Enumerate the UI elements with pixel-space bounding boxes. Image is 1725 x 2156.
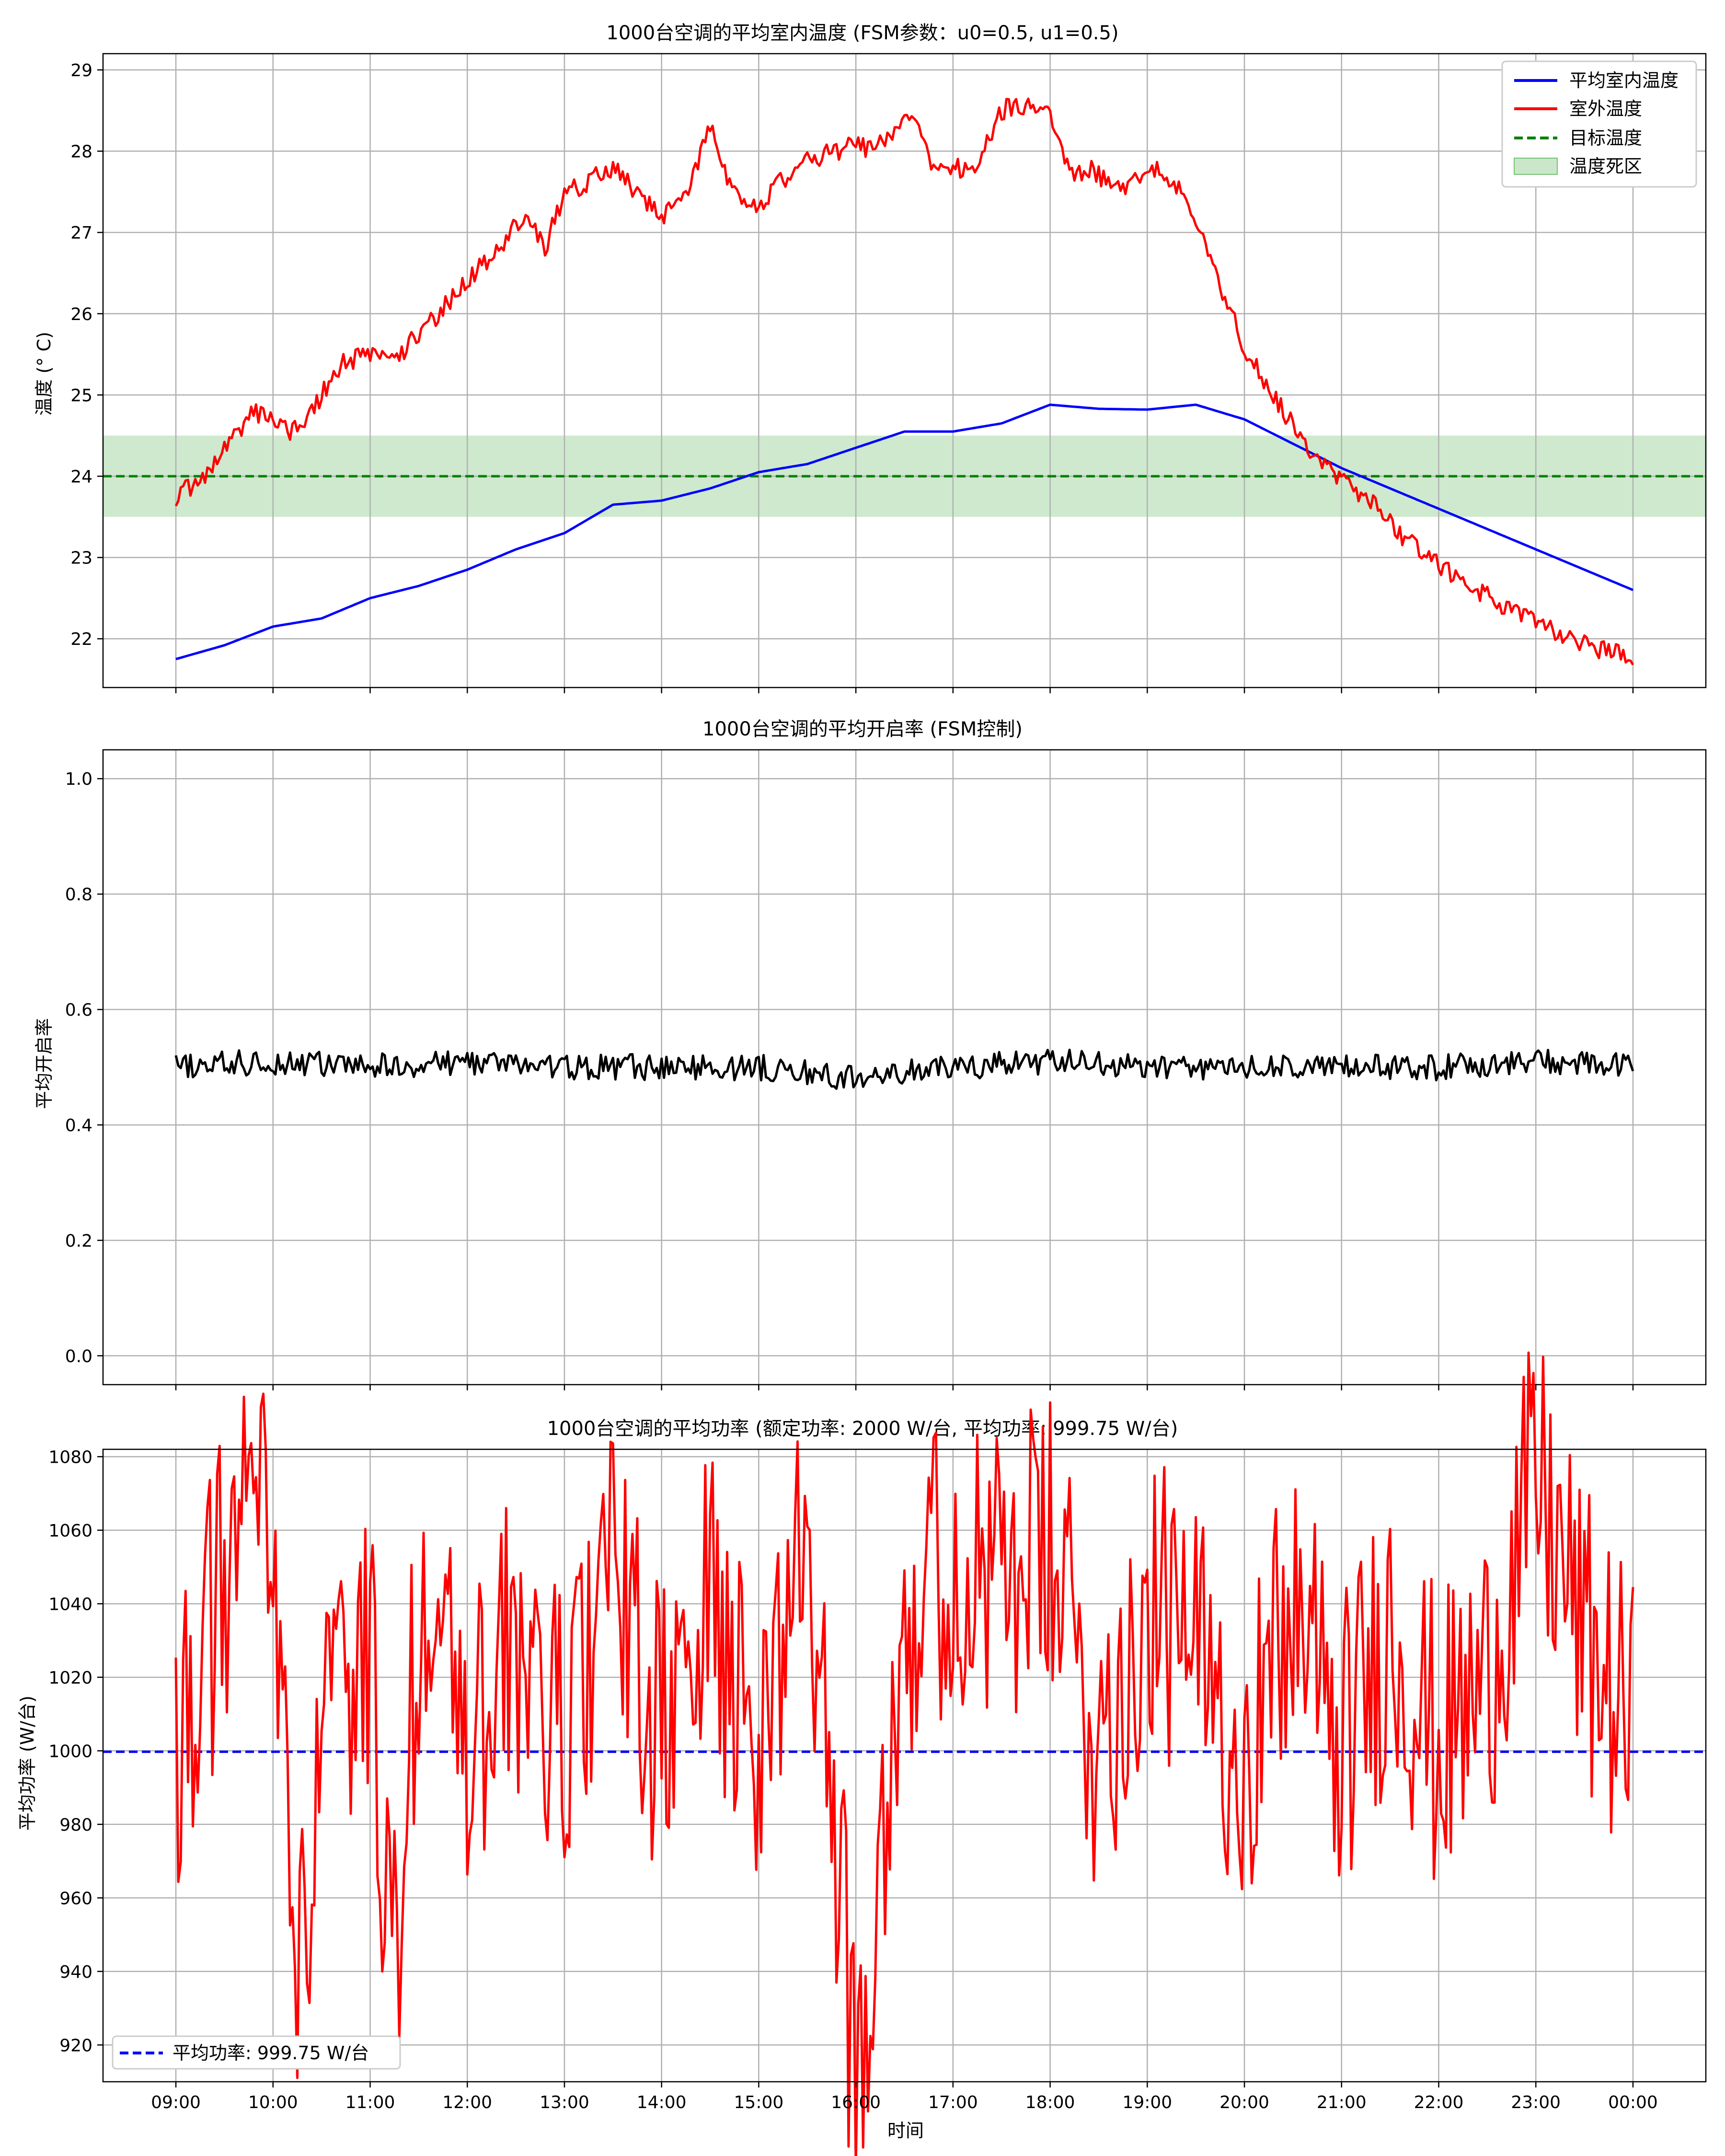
- series-line-primary: [174, 1048, 1634, 1090]
- y-tick-label: 0.4: [65, 1116, 92, 1135]
- y-tick-label: 1060: [48, 1521, 92, 1541]
- chart-panel-on-rate: 1000台空调的平均开启率 (FSM控制) 平均开启率 0.0 0.2 0.4 0.6…: [34, 718, 1707, 1390]
- legend-label-indoor: 平均室内温度: [1569, 70, 1679, 91]
- legend-label-target: 目标温度: [1569, 127, 1642, 149]
- legend-label-mean-power: 平均功率: 999.75 W/台: [172, 2042, 369, 2064]
- y-tick-label: 920: [59, 2036, 92, 2055]
- legend-power: 平均功率: 999.75 W/台: [112, 2035, 401, 2070]
- plot-area-power: 920 940 960 980 1000 1020 1040 1060 1080 09:00 10:…: [48, 1351, 1707, 2156]
- legend-frame: [1501, 60, 1697, 188]
- y-tick-label: 0.2: [65, 1231, 92, 1251]
- x-tick-label: 13:00: [540, 2093, 589, 2112]
- x-tick-label: 10:00: [248, 2093, 298, 2112]
- series-line-secondary: [174, 97, 1634, 665]
- y-tick-label: 29: [70, 61, 92, 80]
- plot-area-temperature: 22 23 24 25 26 27 28 29: [70, 53, 1707, 693]
- x-tick-label: 21:00: [1317, 2093, 1367, 2112]
- y-tick-label: 26: [70, 305, 92, 324]
- y-tick-label: 0.0: [65, 1347, 92, 1366]
- x-tick-label: 12:00: [442, 2093, 492, 2112]
- x-tick-label: 20:00: [1219, 2093, 1269, 2112]
- y-tick-label: 22: [70, 630, 92, 649]
- x-tick-label: 19:00: [1122, 2093, 1172, 2112]
- y-tick-label: 0.6: [65, 1000, 92, 1020]
- legend-label-outdoor: 室外温度: [1569, 98, 1642, 119]
- y-tick-label: 1.0: [65, 769, 92, 789]
- series-line-primary: [174, 1351, 1634, 2156]
- chart-title-on-rate: 1000台空调的平均开启率 (FSM控制): [702, 718, 1023, 740]
- y-tick-label: 25: [70, 386, 92, 405]
- y-axis-label-temperature: 温度 (° C): [34, 332, 55, 415]
- y-tick-label: 1020: [48, 1668, 92, 1688]
- x-tick-label: 17:00: [928, 2093, 978, 2112]
- plot-frame: [102, 749, 1707, 1386]
- x-tick-label: 18:00: [1025, 2093, 1075, 2112]
- y-tick-label: 28: [70, 142, 92, 162]
- legend-temperature: 平均室内温度 室外温度 目标温度 温度死区: [1501, 60, 1697, 188]
- y-tick-label: 960: [59, 1889, 92, 1908]
- y-axis-label-power: 平均功率 (W/台): [17, 1696, 38, 1831]
- x-tick-label: 15:00: [734, 2093, 784, 2112]
- y-tick-label: 1040: [48, 1594, 92, 1614]
- legend-label-deadband: 温度死区: [1569, 156, 1642, 177]
- y-tick-label: 27: [70, 223, 92, 243]
- x-tick-label: 22:00: [1414, 2093, 1464, 2112]
- series-line-primary: [175, 403, 1633, 661]
- x-tick-label: 00:00: [1608, 2093, 1658, 2112]
- y-tick-label: 24: [70, 467, 92, 487]
- legend-frame-power: [112, 2035, 401, 2070]
- y-tick-label: 0.8: [65, 885, 92, 905]
- x-tick-label: 11:00: [345, 2093, 395, 2112]
- plot-frame: [102, 1448, 1707, 2083]
- x-tick-label: 23:00: [1511, 2093, 1561, 2112]
- x-axis-label-time: 时间: [887, 2120, 924, 2141]
- y-tick-label: 1000: [48, 1742, 92, 1761]
- x-tick-label: 14:00: [637, 2093, 687, 2112]
- y-tick-label: 940: [59, 1962, 92, 1982]
- y-tick-label: 1080: [48, 1447, 92, 1467]
- chart-panel-power: 1000台空调的平均功率 (额定功率: 2000 W/台, 平均功率: 999.…: [17, 1351, 1707, 2156]
- y-tick-label: 23: [70, 549, 92, 568]
- y-axis-label-on-rate: 平均开启率: [34, 1018, 55, 1109]
- x-tick-label: 09:00: [151, 2093, 201, 2112]
- chart-panel-temperature: 1000台空调的平均室内温度 (FSM参数：u0=0.5, u1=0.5) 温度…: [34, 22, 1707, 693]
- legend-swatch-deadband: [1514, 158, 1558, 175]
- plot-frame: [102, 53, 1707, 688]
- plot-area-on-rate: 0.0 0.2 0.4 0.6 0.8 1.0: [65, 749, 1707, 1390]
- x-tick-label: 16:00: [831, 2093, 881, 2112]
- chart-title-temperature: 1000台空调的平均室内温度 (FSM参数：u0=0.5, u1=0.5): [606, 22, 1118, 44]
- y-tick-label: 980: [59, 1815, 92, 1835]
- chart-title-power: 1000台空调的平均功率 (额定功率: 2000 W/台, 平均功率: 999.…: [547, 1418, 1178, 1440]
